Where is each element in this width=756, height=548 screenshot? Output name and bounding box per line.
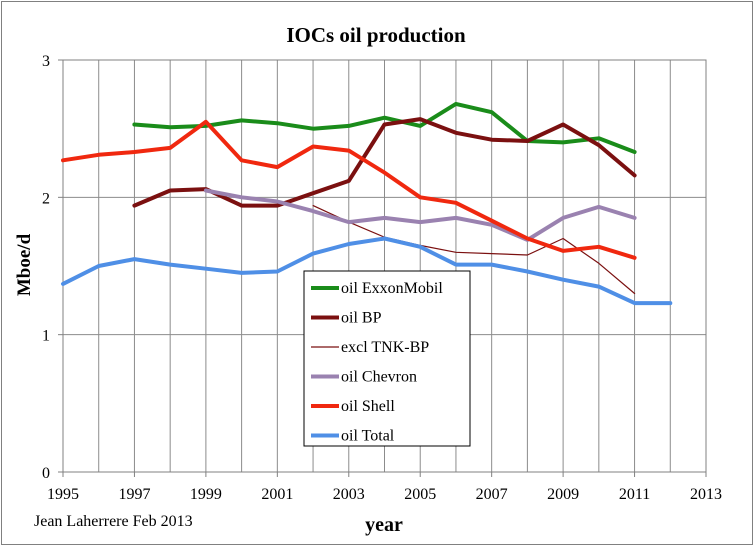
x-tick-label: 2005: [404, 486, 436, 503]
x-tick-label: 2013: [690, 486, 722, 503]
legend-label: excl TNK-BP: [341, 339, 429, 356]
x-tick-label: 2001: [261, 486, 293, 503]
x-tick-label: 2009: [547, 486, 579, 503]
series-line-6: [61, 236, 673, 306]
x-tick-label: 1999: [190, 486, 222, 503]
x-tick-label: 2003: [333, 486, 365, 503]
y-tick-label: 0: [42, 465, 50, 482]
series-layer: [61, 101, 673, 306]
y-tick-label: 2: [42, 190, 50, 207]
legend-label: oil Shell: [341, 398, 395, 415]
ticks: 1995 1997 1999 2001 2003 2005 2007 2009 2011 2013…: [42, 53, 722, 503]
legend-box: [303, 270, 471, 447]
series-line-4: [203, 188, 637, 242]
x-tick-label: 1995: [47, 486, 79, 503]
legend-label: oil Chevron: [341, 369, 417, 386]
x-tick-label: 2007: [476, 486, 508, 503]
y-tick-label: 3: [42, 53, 50, 70]
x-tick-label: 1997: [118, 486, 150, 503]
legend-label: oil Total: [341, 428, 395, 445]
series-line-5: [61, 119, 637, 260]
series-line-1: [132, 101, 637, 154]
y-tick-label: 1: [42, 328, 50, 345]
x-tick-label: 2011: [619, 486, 650, 503]
chart-title: IOCs oil production: [286, 23, 466, 47]
legend-label: oil BP: [341, 310, 382, 327]
plot-area: [62, 59, 707, 473]
credit-text: Jean Laherrere Feb 2013: [34, 513, 193, 530]
x-axis-label: year: [365, 514, 403, 536]
y-axis-label: Mboe/d: [14, 233, 35, 296]
legend: oil ExxonMobil oil BP excl TNK-BP oil Chevr…: [303, 270, 471, 447]
series-line-3: [312, 205, 636, 295]
legend-label: oil ExxonMobil: [341, 280, 443, 297]
